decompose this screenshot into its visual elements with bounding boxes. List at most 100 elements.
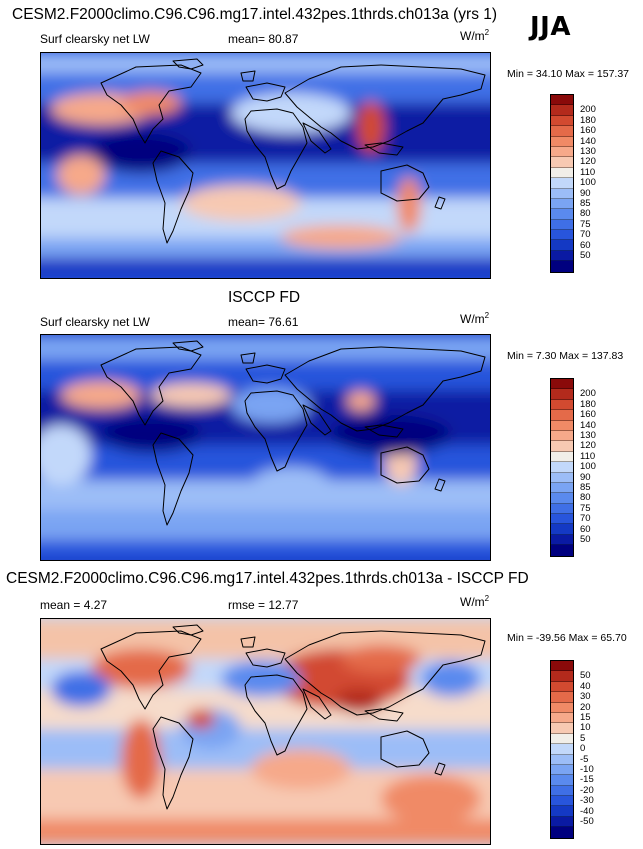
colorbar-swatch: [551, 472, 573, 483]
colorbar-swatch: [551, 157, 573, 168]
panel3-colorbar: [550, 660, 574, 839]
colorbar-swatch: [551, 389, 573, 400]
colorbar-tick-label: -30: [580, 795, 594, 807]
colorbar-tick-label: 85: [580, 198, 591, 209]
colorbar-swatch: [551, 219, 573, 231]
panel3-units-exp: 2: [484, 594, 490, 603]
colorbar-swatch: [551, 115, 573, 127]
colorbar-swatch: [551, 230, 573, 241]
colorbar-swatch: [551, 514, 573, 525]
panel1-min-value: 34.10: [535, 68, 563, 80]
panel2-min-label: Min =: [507, 350, 533, 362]
panel1-variable-label: Surf clearsky net LW: [40, 32, 150, 46]
colorbar-swatch: [551, 178, 573, 189]
colorbar-swatch: [551, 702, 573, 713]
colorbar-tick-label: -40: [580, 805, 594, 817]
panel2-mean-label: mean=: [228, 315, 266, 329]
colorbar-swatch: [551, 209, 573, 220]
panel1-units-exp: 2: [484, 28, 490, 37]
panel1-minmax: Min = 34.10 Max = 157.37: [507, 68, 629, 80]
panel2-title: ISCCP FD: [228, 289, 301, 306]
panel1-mean-label: mean=: [228, 32, 266, 46]
colorbar-tick-label: 40: [580, 680, 591, 692]
panel3-units-base: W/m: [460, 595, 485, 609]
colorbar-swatch: [551, 188, 573, 199]
colorbar-swatch: [551, 661, 573, 672]
colorbar-swatch: [551, 744, 573, 755]
colorbar-tick-label: 200: [580, 104, 596, 116]
colorbar-tick-label: 200: [580, 388, 596, 400]
panel1-max-value: 157.37: [596, 68, 630, 80]
colorbar-swatch: [551, 250, 573, 262]
panel3-max-value: 65.70: [600, 632, 627, 644]
colorbar-swatch: [551, 723, 573, 734]
colorbar-swatch: [551, 754, 573, 765]
colorbar-swatch: [551, 764, 573, 776]
colorbar-swatch: [551, 441, 573, 452]
colorbar-tick-label: 140: [580, 419, 596, 431]
colorbar-swatch: [551, 692, 573, 703]
colorbar-tick-label: 5: [580, 732, 586, 744]
colorbar-swatch: [551, 95, 573, 106]
colorbar-tick-label: 20: [580, 701, 591, 713]
colorbar-swatch: [551, 379, 573, 390]
panel2-units: W/m2: [460, 311, 489, 326]
colorbar-tick-label: 0: [580, 743, 586, 755]
colorbar-tick-label: 10: [580, 722, 591, 734]
colorbar-tick-label: 80: [580, 208, 591, 220]
panel2-variable-label: Surf clearsky net LW: [40, 315, 150, 329]
colorbar-swatch: [551, 827, 573, 838]
panel1-map: [40, 52, 491, 279]
panel2-max-label: Max =: [559, 350, 589, 362]
panel2-mean-value: 76.61: [268, 315, 299, 329]
panel3-minmax: Min = -39.56 Max = 65.70: [507, 632, 627, 644]
panel3-mean-label: mean =: [40, 598, 81, 612]
colorbar-tick-label: 120: [580, 440, 596, 452]
colorbar-tick-label: 85: [580, 482, 591, 493]
colorbar-swatch: [551, 796, 573, 807]
panel3-max-label: Max =: [568, 632, 598, 644]
colorbar-swatch: [551, 671, 573, 682]
panel2-max-value: 137.83: [591, 350, 624, 362]
colorbar-tick-label: 70: [580, 229, 591, 241]
colorbar-swatch: [551, 126, 573, 137]
panel1-min-label: Min =: [507, 68, 533, 80]
colorbar-tick-label: 50: [580, 670, 591, 682]
colorbar-swatch: [551, 410, 573, 421]
colorbar-swatch: [551, 785, 573, 797]
panel3-mean-value: 4.27: [83, 598, 108, 612]
colorbar-tick-label: 130: [580, 430, 596, 441]
colorbar-tick-label: 100: [580, 177, 596, 189]
panel3-min-label: Min =: [507, 632, 533, 644]
colorbar-tick-label: -10: [580, 764, 594, 775]
colorbar-swatch: [551, 430, 573, 442]
colorbar-tick-label: -5: [580, 753, 589, 765]
colorbar-tick-label: 50: [580, 534, 591, 545]
colorbar-swatch: [551, 420, 573, 431]
colorbar-swatch: [551, 399, 573, 411]
panel3-rmse: rmse = 12.77: [228, 598, 298, 612]
colorbar-swatch: [551, 545, 573, 556]
panel1-units: W/m2: [460, 28, 489, 43]
colorbar-swatch: [551, 240, 573, 251]
colorbar-tick-label: 15: [580, 712, 591, 723]
panel3-rmse-label: rmse =: [228, 598, 266, 612]
colorbar-swatch: [551, 816, 573, 828]
panel1-max-label: Max =: [565, 68, 594, 80]
colorbar-swatch: [551, 451, 573, 463]
colorbar-swatch: [551, 681, 573, 693]
colorbar-swatch: [551, 493, 573, 504]
colorbar-tick-label: 100: [580, 461, 596, 473]
colorbar-swatch: [551, 806, 573, 817]
colorbar-swatch: [551, 503, 573, 515]
colorbar-tick-label: 110: [580, 166, 596, 178]
colorbar-tick-label: 90: [580, 187, 591, 199]
colorbar-swatch: [551, 712, 573, 724]
colorbar-tick-label: 50: [580, 250, 591, 261]
panel1-title: CESM2.F2000climo.C96.C96.mg17.intel.432p…: [12, 6, 498, 23]
panel2-units-exp: 2: [484, 311, 490, 320]
colorbar-tick-label: 60: [580, 239, 591, 251]
colorbar-swatch: [551, 136, 573, 147]
colorbar-tick-label: 160: [580, 125, 596, 137]
colorbar-tick-label: -50: [580, 816, 594, 827]
